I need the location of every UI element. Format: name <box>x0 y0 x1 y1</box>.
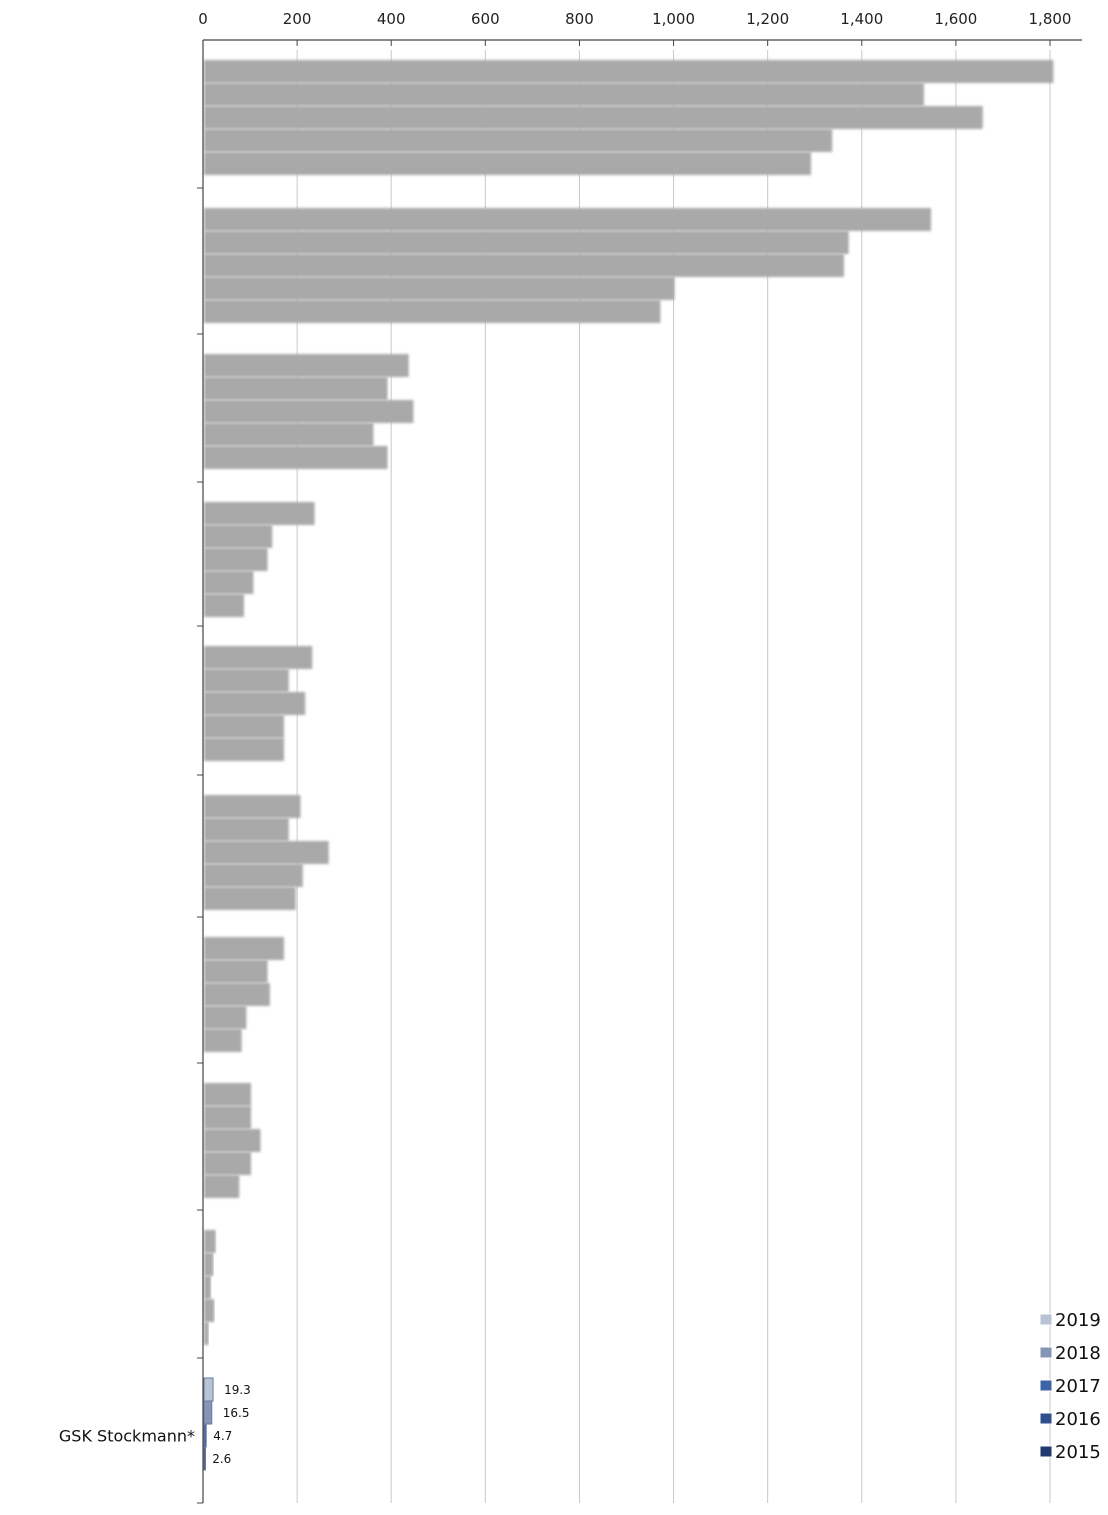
x-tick-label: 800 <box>565 10 594 28</box>
bar-2018 <box>204 525 273 548</box>
bar-2017 <box>204 254 844 277</box>
bar-2015 <box>204 594 244 617</box>
bar-2017 <box>204 692 306 715</box>
bar-2015 <box>204 152 812 175</box>
data-label: 4.7 <box>213 1429 232 1443</box>
bar-2017 <box>204 841 329 864</box>
bar-2018 <box>204 1253 214 1276</box>
bar-2018 <box>204 231 849 254</box>
bar-2016 <box>204 571 254 594</box>
bar-2015 <box>204 1029 242 1052</box>
bar-2018 <box>204 818 289 841</box>
data-label: 2.6 <box>212 1452 231 1466</box>
bar-2016 <box>203 1446 206 1471</box>
bar-2015 <box>204 738 284 761</box>
bar-2017 <box>204 106 983 129</box>
legend-label-2015: 2015 <box>1055 1442 1101 1463</box>
bar-2018 <box>204 960 268 983</box>
legend-swatch-2015 <box>1039 1445 1053 1458</box>
x-tick-label: 1,600 <box>934 10 977 28</box>
bar-2019 <box>204 795 301 818</box>
legend-swatch-2018 <box>1039 1346 1053 1359</box>
legend-label-2019: 2019 <box>1055 1310 1101 1331</box>
legend-label-2016: 2016 <box>1055 1409 1101 1430</box>
bar-2015 <box>204 1175 240 1198</box>
x-tick-label: 400 <box>377 10 406 28</box>
bar-2019 <box>204 646 313 669</box>
bar-2017 <box>203 1423 207 1448</box>
bar-2015 <box>204 446 388 469</box>
bar-2017 <box>204 1276 212 1299</box>
bar-2018 <box>204 83 924 106</box>
bar-2018 <box>204 1106 252 1129</box>
x-tick-label: 200 <box>283 10 312 28</box>
bar-2016 <box>204 423 374 446</box>
bar-2016 <box>204 1299 215 1322</box>
bar-2018 <box>203 1400 213 1425</box>
legend-swatch-2019 <box>1039 1313 1053 1326</box>
bar-2019 <box>204 354 409 377</box>
bar-2019 <box>204 60 1054 83</box>
bar-2016 <box>204 715 284 738</box>
bar-2019 <box>204 1230 216 1253</box>
bar-2019 <box>204 1083 252 1106</box>
bar-2018 <box>204 377 388 400</box>
bar-2016 <box>204 277 675 300</box>
axes: 0 200 400 600 800 1,000 1,200 1,400 1,600 1,800 <box>197 10 1082 1504</box>
x-tick-label: 1,000 <box>652 10 695 28</box>
bar-2017 <box>204 983 270 1006</box>
bar-2019 <box>203 1377 214 1402</box>
x-tick-label: 0 <box>198 10 208 28</box>
data-label: 19.3 <box>224 1383 251 1397</box>
bar-2019 <box>204 937 284 960</box>
x-tick-label: 1,800 <box>1029 10 1072 28</box>
bar-2017 <box>204 1129 261 1152</box>
legend: 2019 2018 2017 2016 2015 <box>1039 1310 1101 1463</box>
bar-2015 <box>204 1322 209 1345</box>
bar-2017 <box>204 400 414 423</box>
x-tick-label: 1,200 <box>746 10 789 28</box>
data-label: 16.5 <box>223 1406 250 1420</box>
bar-2016 <box>204 1006 247 1029</box>
bar-2019 <box>204 502 315 525</box>
bar-2018 <box>204 669 289 692</box>
labels: GSK Stockmann* 19.3 16.5 4.7 2.6 <box>59 1383 251 1466</box>
x-tick-label: 600 <box>471 10 500 28</box>
bar-2017 <box>204 548 268 571</box>
bar-2019 <box>204 208 932 231</box>
category-label: GSK Stockmann* <box>59 1427 195 1446</box>
legend-label-2017: 2017 <box>1055 1376 1101 1397</box>
bar-2016 <box>204 1152 252 1175</box>
bar-2016 <box>204 129 833 152</box>
bar-2015 <box>204 300 661 323</box>
bar-2016 <box>204 864 303 887</box>
legend-label-2018: 2018 <box>1055 1343 1101 1364</box>
legend-swatch-2017 <box>1039 1379 1053 1392</box>
bars <box>203 60 1054 1471</box>
x-tick-label: 1,400 <box>840 10 883 28</box>
legend-swatch-2016 <box>1039 1412 1053 1425</box>
bar-2015 <box>204 887 296 910</box>
